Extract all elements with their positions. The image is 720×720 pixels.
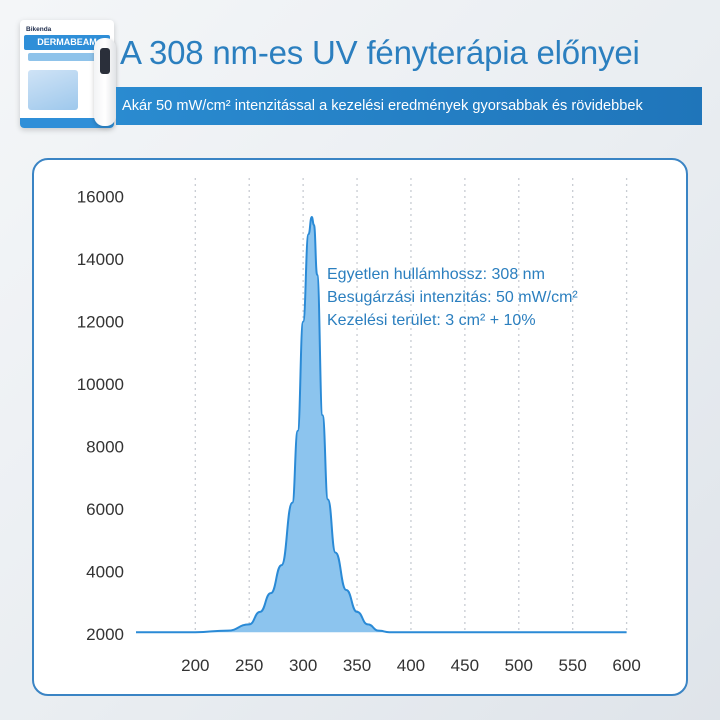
x-tick-label: 600 [612,656,640,675]
x-tick-label: 550 [559,656,587,675]
product-box-illustration [28,70,78,110]
device-image [94,38,116,126]
annotation-wavelength: Egyetlen hullámhossz: 308 nm [327,266,545,283]
product-name: DERMABEAM [24,35,110,50]
x-tick-label: 500 [505,656,533,675]
y-tick-label: 12000 [77,313,124,332]
y-tick-label: 8000 [86,437,124,456]
product-box-stripe [20,118,114,128]
annotation-area: Kezelési terület: 3 cm² + 10% [327,312,536,329]
subtitle-banner: Akár 50 mW/cm² intenzitással a kezelési … [116,87,702,125]
y-tick-label: 10000 [77,375,124,394]
x-tick-label: 350 [343,656,371,675]
y-tick-label: 4000 [86,562,124,581]
x-tick-label: 450 [451,656,479,675]
chart-panel [32,158,688,696]
product-brand: Bikenda [26,26,52,33]
x-tick-label: 250 [235,656,263,675]
spectrum-line [136,216,627,634]
device-screen [100,48,110,74]
annotation-intensity: Besugárzási intenzitás: 50 mW/cm² [327,289,578,306]
y-tick-label: 14000 [77,250,124,269]
y-tick-label: 6000 [86,500,124,519]
y-tick-label: 16000 [77,188,124,207]
product-box-band [28,53,106,61]
x-tick-label: 300 [289,656,317,675]
x-tick-label: 400 [397,656,425,675]
y-tick-label: 2000 [86,625,124,644]
x-tick-label: 200 [181,656,209,675]
page-title: A 308 nm-es UV fényterápia előnyei [120,34,640,71]
